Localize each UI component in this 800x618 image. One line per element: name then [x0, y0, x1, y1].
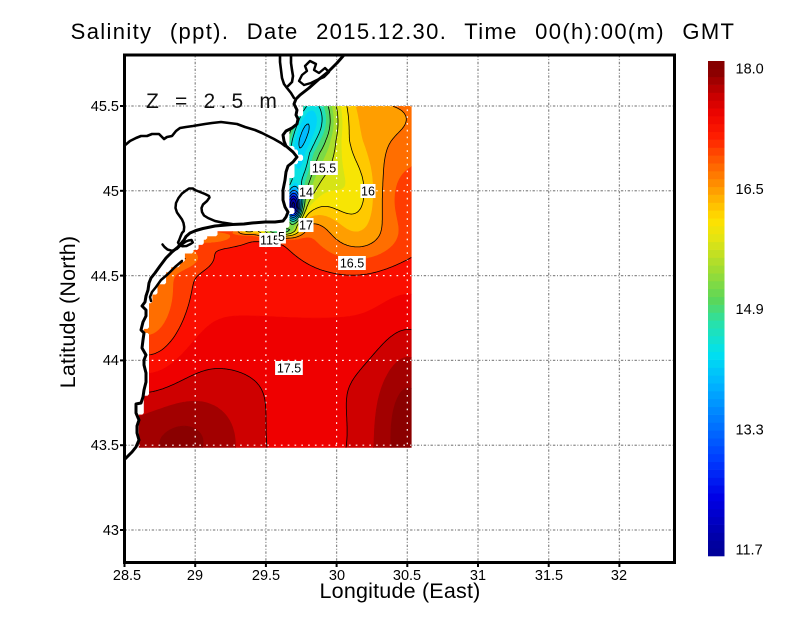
svg-text:43.5: 43.5	[91, 438, 119, 454]
svg-text:31: 31	[470, 568, 486, 584]
svg-text:15.5: 15.5	[312, 162, 336, 176]
svg-text:16: 16	[361, 185, 375, 199]
svg-text:29.5: 29.5	[252, 568, 280, 584]
svg-text:18.0: 18.0	[736, 62, 764, 78]
svg-text:17.5: 17.5	[277, 362, 301, 376]
svg-text:29: 29	[187, 568, 203, 584]
svg-text:Z = 2.5 m: Z = 2.5 m	[146, 90, 282, 113]
svg-text:Longitude (East): Longitude (East)	[320, 579, 481, 603]
svg-text:45.5: 45.5	[91, 99, 119, 115]
svg-text:11.7: 11.7	[736, 543, 763, 559]
svg-text:45: 45	[103, 184, 119, 200]
svg-text:32: 32	[611, 568, 627, 584]
svg-text:30: 30	[329, 568, 345, 584]
svg-text:30.5: 30.5	[393, 568, 421, 584]
svg-text:115: 115	[260, 234, 280, 248]
svg-text:14: 14	[299, 186, 313, 200]
svg-text:13.3: 13.3	[736, 423, 764, 439]
svg-text:28.5: 28.5	[113, 568, 141, 584]
svg-text:Latitude (North): Latitude (North)	[56, 236, 80, 389]
svg-text:43: 43	[103, 523, 119, 539]
svg-text:31.5: 31.5	[535, 568, 563, 584]
svg-text:5: 5	[278, 230, 285, 244]
svg-text:16.5: 16.5	[736, 182, 764, 198]
svg-text:44.5: 44.5	[91, 269, 119, 285]
svg-text:44: 44	[103, 353, 119, 369]
svg-text:17: 17	[299, 219, 313, 233]
svg-text:14.9: 14.9	[736, 302, 764, 318]
svg-text:Salinity (ppt). Date 2015.12.3: Salinity (ppt). Date 2015.12.30. Time 00…	[71, 19, 736, 44]
svg-text:16.5: 16.5	[340, 257, 364, 271]
